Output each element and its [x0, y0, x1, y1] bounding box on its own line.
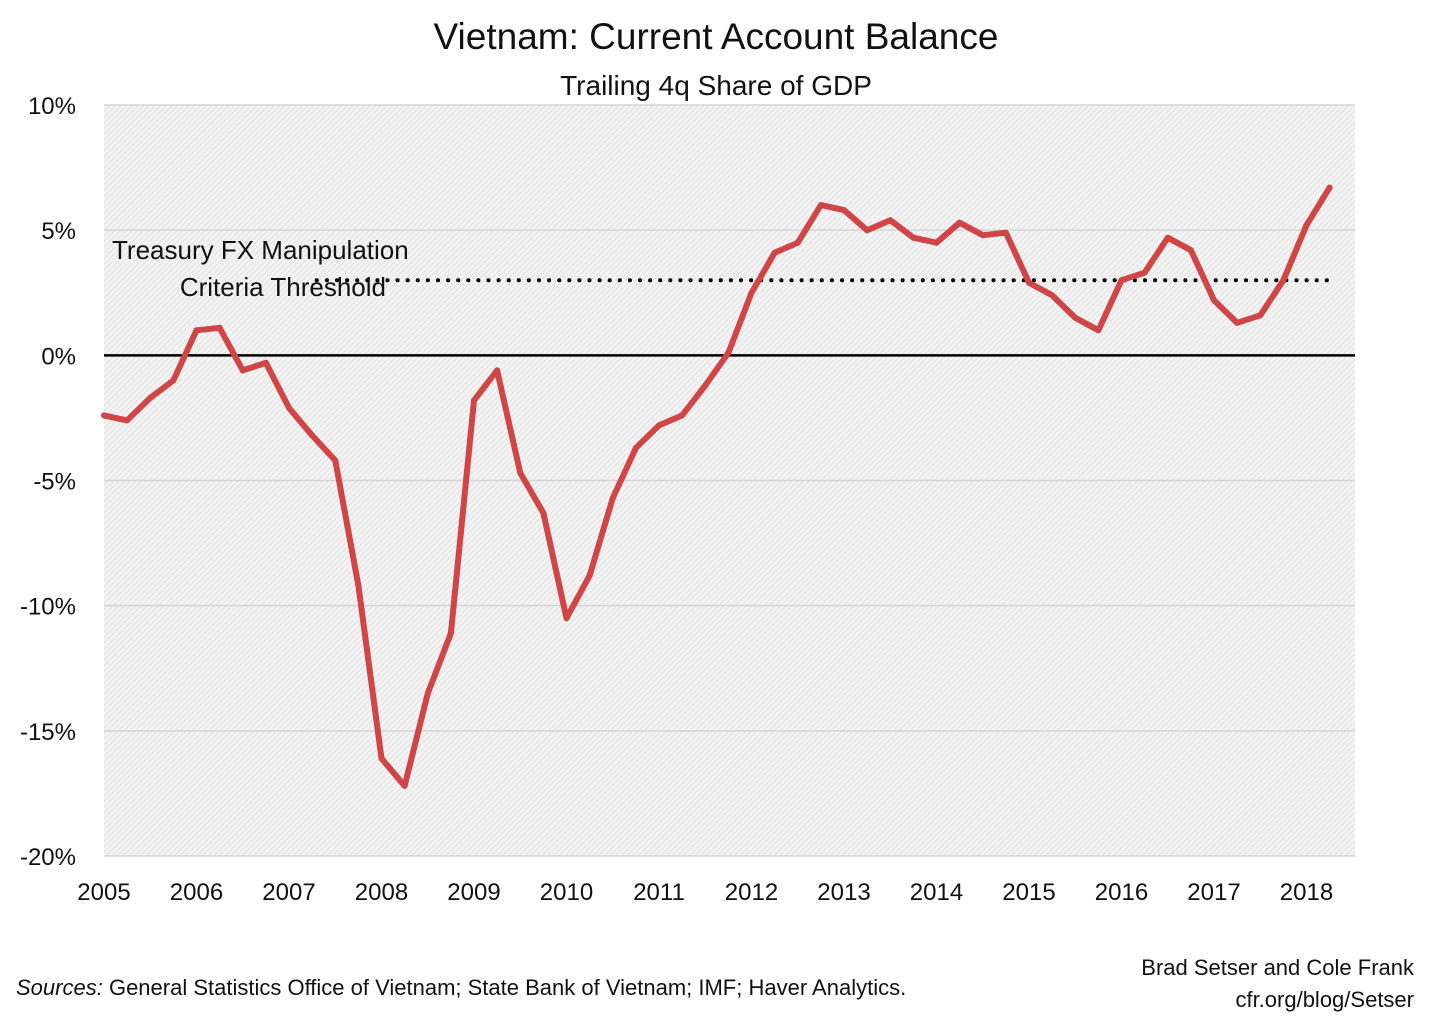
- threshold-annotation-line-2: Criteria Threshold: [180, 272, 386, 302]
- x-tick-label: 2012: [725, 879, 778, 906]
- x-tick-label: 2005: [77, 879, 130, 906]
- data-point: [1187, 247, 1194, 254]
- data-point: [609, 495, 616, 501]
- data-point: [517, 470, 524, 476]
- data-point: [563, 615, 570, 622]
- credit-block: Brad Setser and Cole Frank cfr.org/blog/…: [1141, 952, 1414, 1016]
- sources-text: General Statistics Office of Vietnam; St…: [108, 975, 907, 1000]
- x-tick-label: 2014: [910, 879, 963, 906]
- data-point: [1026, 279, 1032, 286]
- data-point: [262, 359, 269, 366]
- x-tick-label: 2016: [1095, 879, 1148, 906]
- data-point: [1257, 312, 1264, 319]
- data-point: [933, 239, 940, 246]
- y-axis-tick-labels: -20% -15% -10% -5% 0% 5% 10%: [20, 93, 76, 871]
- data-point: [1002, 229, 1009, 236]
- sources-label: Sources:: [16, 975, 103, 1000]
- data-point: [124, 417, 131, 424]
- x-tick-label: 2011: [633, 879, 685, 906]
- y-tick-label: 0%: [41, 343, 76, 370]
- data-point: [725, 349, 732, 356]
- data-point: [309, 432, 316, 439]
- series-line-current-account: [101, 184, 1333, 789]
- data-point: [702, 382, 709, 389]
- data-point: [378, 755, 385, 762]
- chart-title: Vietnam: Current Account Balance: [433, 16, 999, 57]
- x-tick-label: 2018: [1280, 879, 1333, 906]
- data-point: [170, 377, 177, 384]
- data-point: [355, 582, 362, 589]
- data-point: [1211, 297, 1217, 304]
- data-point: [956, 219, 963, 226]
- data-point: [864, 227, 871, 234]
- data-point: [216, 324, 223, 331]
- data-point: [424, 690, 431, 697]
- x-tick-label: 2017: [1187, 879, 1240, 906]
- data-point: [679, 412, 686, 419]
- x-tick-label: 2007: [262, 879, 315, 906]
- y-tick-label: -10%: [20, 594, 76, 621]
- data-point: [771, 249, 778, 256]
- data-point: [471, 397, 477, 404]
- data-point: [586, 572, 593, 579]
- x-tick-label: 2013: [817, 879, 870, 906]
- x-axis-tick-labels: 2005 2006 2007 2008 2009 2010 2011 2012 2013 2014…: [77, 879, 1333, 906]
- author-credit: Brad Setser and Cole Frank: [1141, 955, 1414, 980]
- y-tick-label: -20%: [20, 844, 76, 871]
- y-tick-label: -15%: [20, 719, 76, 746]
- gridlines: [104, 104, 1355, 857]
- data-point: [1280, 277, 1287, 284]
- sources-note: Sources: General Statistics Office of Vi…: [16, 975, 906, 1001]
- data-point: [286, 404, 292, 411]
- x-tick-label: 2015: [1002, 879, 1055, 906]
- data-point: [748, 289, 755, 296]
- y-tick-label: 5%: [41, 218, 76, 245]
- y-tick-label: 10%: [28, 93, 76, 120]
- data-point: [401, 782, 408, 789]
- x-tick-label: 2010: [540, 879, 593, 906]
- data-point: [1326, 184, 1333, 191]
- threshold-annotation-line-1: Treasury FX Manipulation: [112, 235, 409, 265]
- data-point: [147, 394, 154, 401]
- chart-subtitle: Trailing 4q Share of GDP: [560, 70, 872, 101]
- data-point: [656, 422, 662, 429]
- data-point: [447, 630, 454, 637]
- data-point: [817, 202, 824, 209]
- data-point: [632, 445, 639, 451]
- data-point: [193, 327, 200, 334]
- data-point: [841, 207, 847, 214]
- data-point: [1164, 234, 1171, 241]
- data-point: [1095, 327, 1102, 334]
- x-tick-label: 2006: [170, 879, 223, 906]
- data-point: [887, 217, 894, 224]
- series-points: [101, 184, 1333, 789]
- data-point: [1072, 314, 1079, 321]
- data-point: [540, 510, 547, 516]
- y-tick-label: -5%: [33, 469, 76, 496]
- data-point: [979, 232, 986, 239]
- data-point: [1141, 269, 1148, 276]
- source-url: cfr.org/blog/Setser: [1235, 987, 1414, 1012]
- data-point: [794, 239, 801, 246]
- data-point: [332, 457, 339, 464]
- data-point: [910, 234, 917, 241]
- data-point: [494, 367, 501, 374]
- x-tick-label: 2008: [355, 879, 408, 906]
- data-point: [1049, 292, 1056, 299]
- data-point: [101, 412, 107, 419]
- x-tick-label: 2009: [447, 879, 500, 906]
- data-point: [1118, 277, 1125, 284]
- data-point: [1303, 222, 1310, 229]
- data-point: [239, 367, 246, 374]
- data-point: [1234, 319, 1241, 326]
